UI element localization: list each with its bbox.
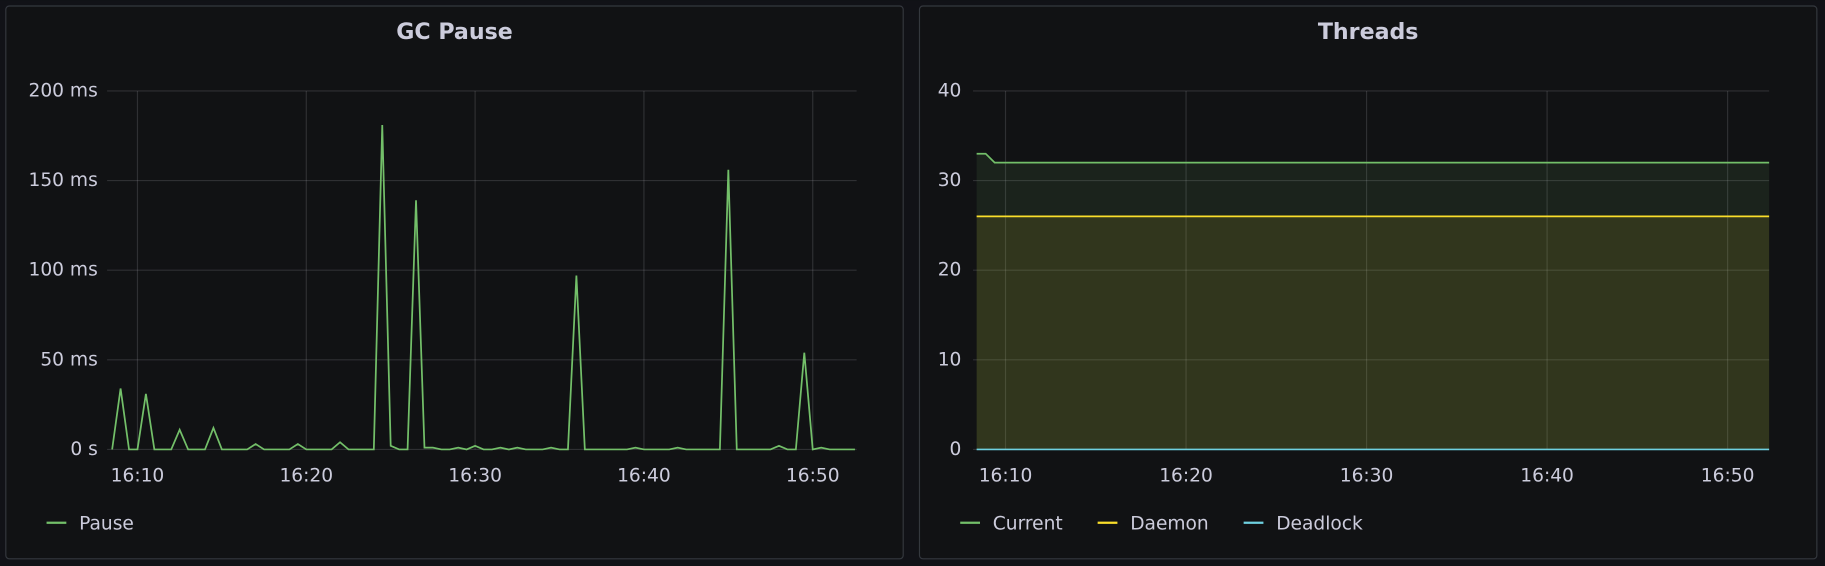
panel xyxy=(5,5,904,560)
x-tick-label: 16:50 xyxy=(1701,466,1755,487)
y-tick-label: 100 ms xyxy=(29,260,98,281)
panel-title: GC Pause xyxy=(396,19,513,45)
x-tick-label: 16:20 xyxy=(1159,466,1213,487)
legend-label: Daemon xyxy=(1130,513,1208,534)
x-tick-label: 16:30 xyxy=(1340,466,1394,487)
legend-label: Pause xyxy=(79,513,134,534)
x-tick-label: 16:40 xyxy=(617,466,671,487)
y-tick-label: 50 ms xyxy=(40,349,97,370)
x-tick-label: 16:10 xyxy=(111,466,165,487)
area xyxy=(976,153,1770,450)
y-tick-label: 0 xyxy=(950,439,962,460)
y-tick-label: 150 ms xyxy=(29,170,98,191)
series-line xyxy=(976,152,1770,164)
panel-title: Threads xyxy=(1318,19,1419,45)
legend-label: Deadlock xyxy=(1276,513,1363,534)
x-tick-label: 16:40 xyxy=(1520,466,1574,487)
series-line xyxy=(111,124,855,451)
y-tick-label: 20 xyxy=(938,260,962,281)
legend-label: Current xyxy=(993,513,1063,534)
area xyxy=(976,216,1770,450)
y-tick-label: 200 ms xyxy=(29,80,98,101)
x-tick-label: 16:30 xyxy=(448,466,502,487)
panel xyxy=(918,5,1818,560)
x-tick-label: 16:10 xyxy=(979,466,1033,487)
x-tick-label: 16:50 xyxy=(786,466,840,487)
y-tick-label: 30 xyxy=(938,170,962,191)
y-tick-label: 40 xyxy=(938,80,962,101)
y-tick-label: 0 s xyxy=(70,439,97,460)
x-tick-label: 16:20 xyxy=(279,466,333,487)
y-tick-label: 10 xyxy=(938,349,962,370)
